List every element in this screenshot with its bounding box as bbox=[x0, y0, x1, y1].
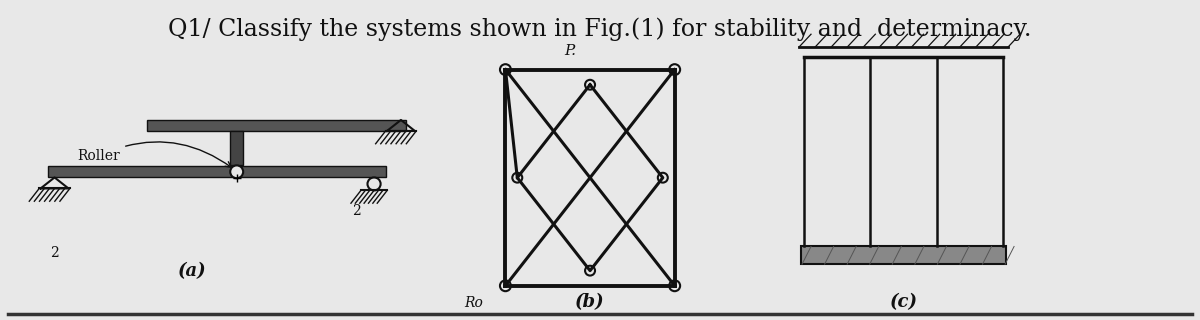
FancyBboxPatch shape bbox=[48, 166, 386, 178]
FancyBboxPatch shape bbox=[230, 131, 244, 165]
Circle shape bbox=[230, 165, 244, 178]
Text: 2: 2 bbox=[50, 246, 59, 260]
Text: (b): (b) bbox=[575, 293, 605, 311]
Text: Q1/ Classify the systems shown in Fig.(1) for stability and  determinacy.: Q1/ Classify the systems shown in Fig.(1… bbox=[168, 18, 1032, 41]
Text: Roller: Roller bbox=[78, 142, 232, 167]
Text: P.: P. bbox=[564, 44, 576, 58]
Circle shape bbox=[670, 280, 680, 291]
FancyBboxPatch shape bbox=[802, 246, 1006, 264]
Circle shape bbox=[500, 64, 511, 75]
Text: Ro: Ro bbox=[464, 296, 484, 310]
FancyBboxPatch shape bbox=[148, 120, 406, 131]
Circle shape bbox=[586, 80, 595, 90]
Circle shape bbox=[658, 173, 667, 183]
Circle shape bbox=[512, 173, 522, 183]
Text: 2: 2 bbox=[352, 204, 360, 218]
Text: (a): (a) bbox=[178, 262, 206, 280]
Text: (c): (c) bbox=[889, 293, 918, 311]
Circle shape bbox=[586, 266, 595, 276]
Circle shape bbox=[670, 64, 680, 75]
Circle shape bbox=[500, 280, 511, 291]
